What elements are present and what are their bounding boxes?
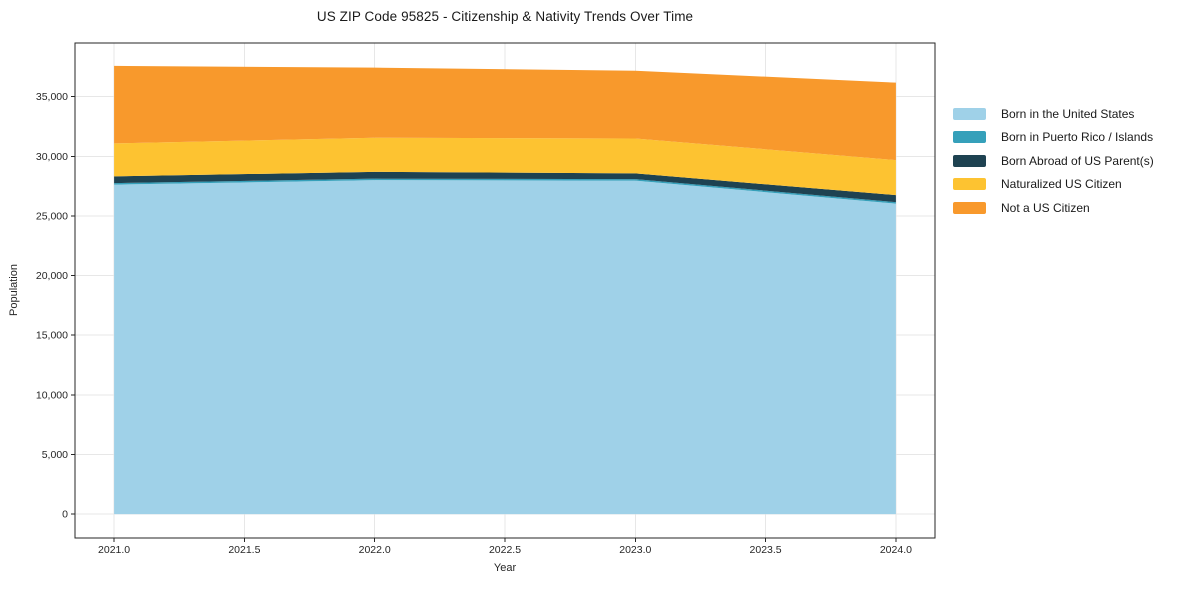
legend-label: Born in the United States — [1001, 106, 1135, 121]
legend: Born in the United States Born in Puerto … — [953, 102, 1154, 220]
y-tick-label: 25,000 — [36, 210, 68, 222]
legend-swatch — [953, 178, 986, 191]
area-series-3 — [114, 137, 896, 196]
x-tick-label: 2022.0 — [359, 544, 391, 556]
x-tick-label: 2024.0 — [880, 544, 912, 556]
area-series-4 — [114, 65, 896, 161]
y-tick-label: 15,000 — [36, 330, 68, 342]
y-tick-label: 35,000 — [36, 91, 68, 103]
legend-item: Born Abroad of US Parent(s) — [953, 149, 1154, 173]
y-tick-label: 5,000 — [42, 449, 68, 461]
legend-label: Not a US Citizen — [1001, 200, 1090, 215]
x-tick-label: 2023.0 — [619, 544, 651, 556]
legend-label: Naturalized US Citizen — [1001, 177, 1122, 192]
legend-swatch — [953, 154, 986, 167]
y-tick-label: 0 — [62, 509, 68, 521]
y-tick-label: 10,000 — [36, 389, 68, 401]
x-tick-label: 2021.5 — [228, 544, 260, 556]
y-tick-label: 20,000 — [36, 270, 68, 282]
y-axis-label: Population — [8, 264, 20, 316]
legend-item: Not a US Citizen — [953, 196, 1154, 220]
area-series-2 — [114, 171, 896, 203]
legend-item: Born in Puerto Rico / Islands — [953, 126, 1154, 150]
x-axis-label: Year — [493, 562, 517, 574]
y-tick-label: 30,000 — [36, 151, 68, 163]
x-tick-label: 2021.0 — [98, 544, 130, 556]
legend-item: Naturalized US Citizen — [953, 173, 1154, 197]
legend-swatch — [953, 107, 986, 120]
chart-title: US ZIP Code 95825 - Citizenship & Nativi… — [316, 9, 694, 24]
area-series-0 — [114, 180, 896, 515]
legend-item: Born in the United States — [953, 102, 1154, 126]
area-series-1 — [114, 178, 896, 204]
legend-swatch — [953, 201, 986, 214]
legend-label: Born Abroad of US Parent(s) — [1001, 153, 1154, 168]
legend-swatch — [953, 131, 986, 144]
x-tick-label: 2023.5 — [750, 544, 782, 556]
x-tick-label: 2022.5 — [489, 544, 521, 556]
legend-label: Born in Puerto Rico / Islands — [1001, 130, 1154, 145]
